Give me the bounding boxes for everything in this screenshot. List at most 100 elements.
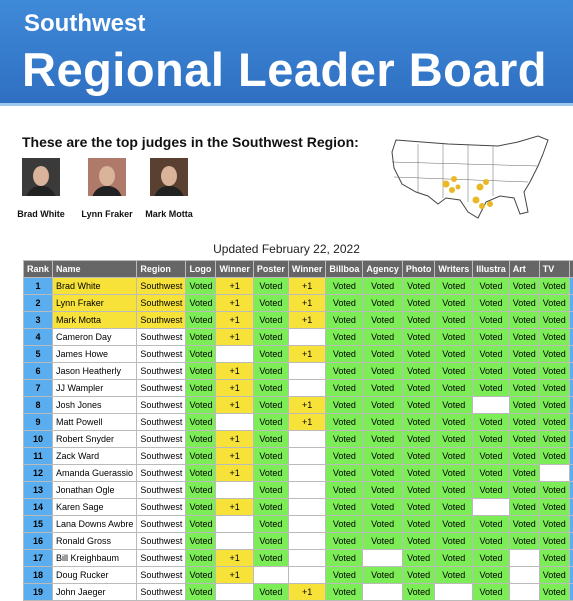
table-cell bbox=[288, 431, 325, 448]
intro-text: These are the top judges in the Southwes… bbox=[22, 134, 359, 150]
table-cell: 12 bbox=[24, 465, 53, 482]
table-cell: 11 bbox=[569, 295, 573, 312]
table-cell: 10 bbox=[24, 431, 53, 448]
table-cell: Voted bbox=[435, 380, 473, 397]
table-cell: Voted bbox=[509, 516, 539, 533]
table-cell bbox=[288, 499, 325, 516]
table-cell: Voted bbox=[402, 295, 435, 312]
table-cell: Voted bbox=[473, 312, 510, 329]
table-cell bbox=[216, 414, 253, 431]
table-cell: Voted bbox=[509, 346, 539, 363]
table-cell: Voted bbox=[326, 448, 363, 465]
page-title: Regional Leader Board bbox=[22, 42, 547, 97]
judge-photo bbox=[88, 158, 126, 196]
table-cell: Voted bbox=[473, 380, 510, 397]
table-cell: Voted bbox=[326, 346, 363, 363]
table-cell: Voted bbox=[435, 567, 473, 584]
table-cell bbox=[435, 584, 473, 601]
table-cell: Jonathan Ogle bbox=[53, 482, 137, 499]
table-cell: 11 bbox=[569, 278, 573, 295]
table-cell: 10 bbox=[569, 448, 573, 465]
table-cell: Voted bbox=[363, 278, 403, 295]
table-cell: Voted bbox=[253, 295, 288, 312]
header-cell: Winner bbox=[216, 261, 253, 278]
table-cell: 16 bbox=[24, 533, 53, 550]
table-cell: Voted bbox=[539, 516, 569, 533]
table-cell: Amanda Guerassio bbox=[53, 465, 137, 482]
table-cell: Voted bbox=[402, 567, 435, 584]
table-cell: Voted bbox=[435, 329, 473, 346]
table-cell: Cameron Day bbox=[53, 329, 137, 346]
table-cell: Voted bbox=[435, 414, 473, 431]
table-cell: +1 bbox=[288, 312, 325, 329]
table-cell: 7 bbox=[24, 380, 53, 397]
header-cell: Agency bbox=[363, 261, 403, 278]
table-cell: Voted bbox=[326, 380, 363, 397]
table-cell: 9 bbox=[569, 499, 573, 516]
table-cell bbox=[216, 584, 253, 601]
judge-photo bbox=[150, 158, 188, 196]
header-cell: Photo bbox=[402, 261, 435, 278]
table-cell: Voted bbox=[473, 584, 510, 601]
table-cell: Voted bbox=[326, 584, 363, 601]
table-cell bbox=[288, 482, 325, 499]
table-cell: 18 bbox=[24, 567, 53, 584]
table-cell: Voted bbox=[186, 295, 216, 312]
shoulders bbox=[92, 186, 122, 196]
table-cell: Voted bbox=[509, 414, 539, 431]
table-cell bbox=[288, 448, 325, 465]
table-cell: Voted bbox=[402, 533, 435, 550]
table-cell: Voted bbox=[509, 431, 539, 448]
table-cell: Voted bbox=[186, 465, 216, 482]
table-cell: Voted bbox=[539, 278, 569, 295]
table-cell: Voted bbox=[253, 312, 288, 329]
table-cell: Voted bbox=[473, 363, 510, 380]
table-cell: 15 bbox=[24, 516, 53, 533]
table-cell: Voted bbox=[363, 448, 403, 465]
table-cell: Voted bbox=[473, 533, 510, 550]
table-cell bbox=[473, 397, 510, 414]
table-cell: Voted bbox=[253, 550, 288, 567]
us-map bbox=[388, 132, 558, 227]
table-cell: Voted bbox=[402, 278, 435, 295]
table-cell: Voted bbox=[253, 397, 288, 414]
table-cell: 10 bbox=[569, 329, 573, 346]
table-cell: Voted bbox=[326, 533, 363, 550]
table-cell: 8 bbox=[569, 550, 573, 567]
table-cell: 3 bbox=[24, 312, 53, 329]
judge-name: Mark Motta bbox=[134, 209, 204, 219]
table-cell: Voted bbox=[253, 533, 288, 550]
table-cell: Southwest bbox=[137, 465, 186, 482]
table-cell: Voted bbox=[253, 346, 288, 363]
table-cell: Southwest bbox=[137, 550, 186, 567]
table-cell: Voted bbox=[186, 448, 216, 465]
table-cell: Voted bbox=[326, 499, 363, 516]
table-cell: Voted bbox=[539, 312, 569, 329]
table-cell: Doug Rucker bbox=[53, 567, 137, 584]
table-cell: 2 bbox=[24, 295, 53, 312]
judge: Brad White bbox=[6, 158, 76, 219]
table-cell: 10 bbox=[569, 346, 573, 363]
table-cell: Voted bbox=[326, 414, 363, 431]
header-cell: Illustra bbox=[473, 261, 510, 278]
table-cell: Voted bbox=[326, 431, 363, 448]
table-cell: Voted bbox=[473, 295, 510, 312]
judge: Mark Motta bbox=[134, 158, 204, 219]
table-cell: Voted bbox=[435, 533, 473, 550]
table-cell: +1 bbox=[216, 295, 253, 312]
table-cell: +1 bbox=[216, 380, 253, 397]
region-title: Southwest bbox=[24, 10, 145, 38]
updated-date: Updated February 22, 2022 bbox=[0, 242, 573, 256]
table-cell: Voted bbox=[253, 431, 288, 448]
table-cell: Southwest bbox=[137, 329, 186, 346]
table-cell: Voted bbox=[435, 499, 473, 516]
table-cell: Voted bbox=[509, 363, 539, 380]
table-cell: 5 bbox=[24, 346, 53, 363]
